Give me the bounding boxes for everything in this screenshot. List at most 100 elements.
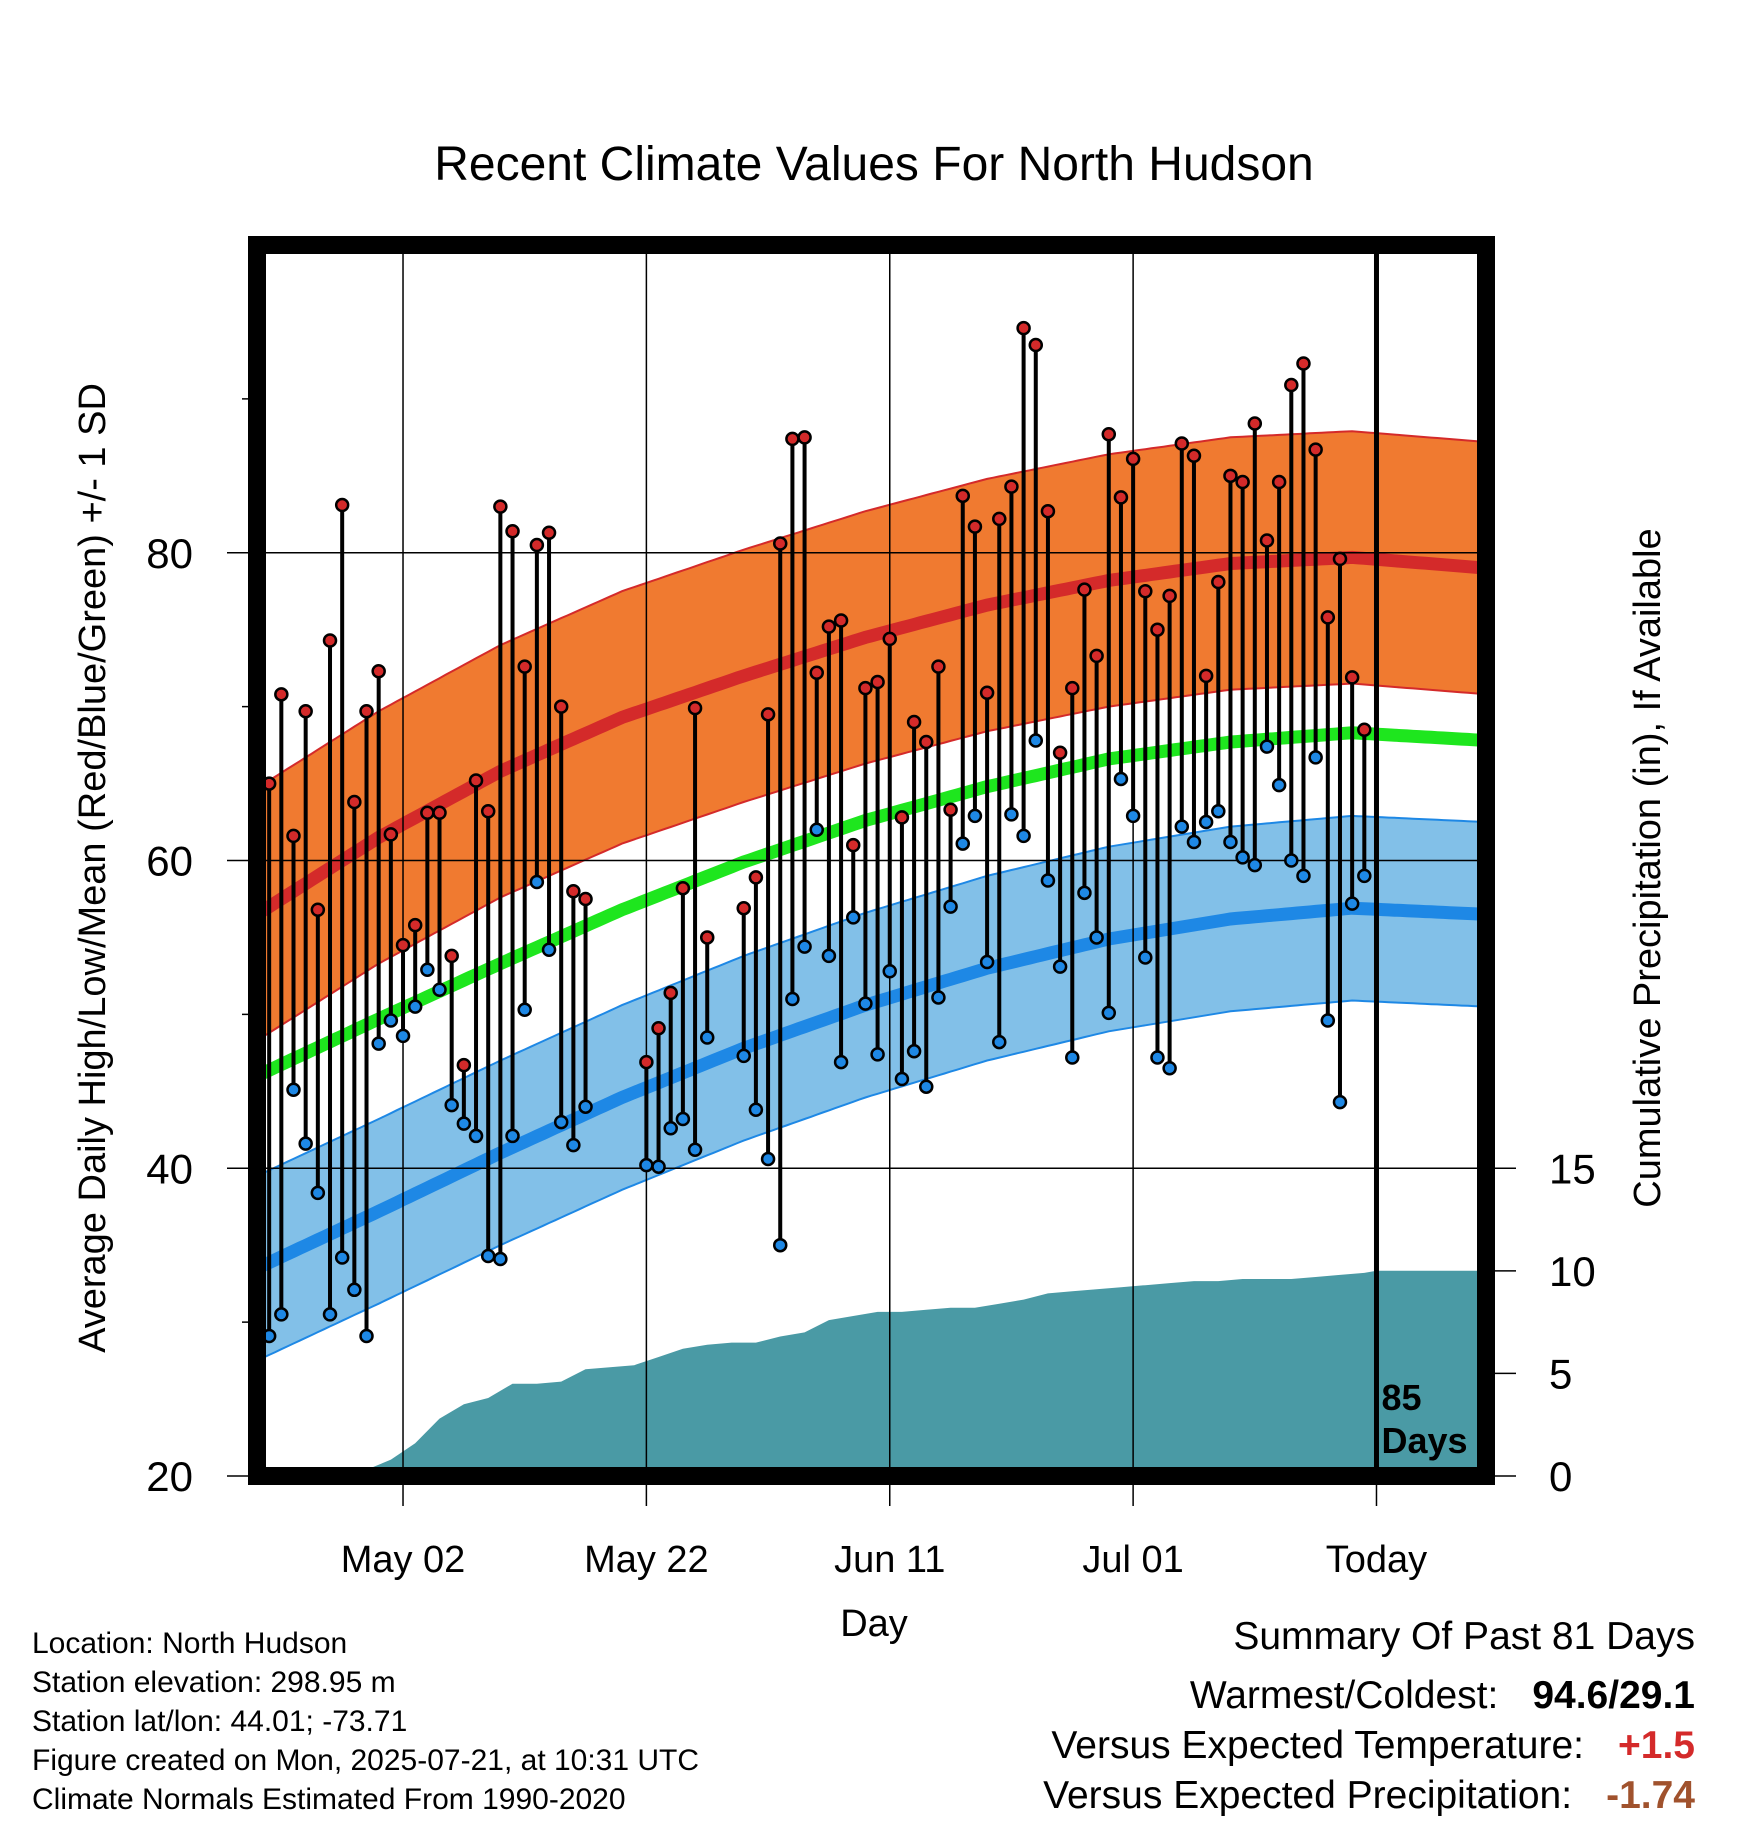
daily-high-point (517, 659, 532, 674)
daily-low-point (420, 962, 435, 978)
x-axis-label: Day (840, 1603, 908, 1645)
y-tick-label: 60 (146, 838, 193, 885)
daily-high-point (919, 734, 934, 750)
y-axis-label: Average Daily High/Low/Mean (Red/Blue/Gr… (72, 383, 114, 1353)
daily-low-point (274, 1307, 289, 1322)
daily-low-point (1113, 771, 1129, 787)
precip-value: -1.74 (1606, 1774, 1695, 1817)
daily-high-point (1089, 648, 1104, 664)
daily-low-point (1223, 834, 1238, 850)
daily-low-point (1077, 885, 1092, 901)
daily-high-point (833, 613, 849, 628)
daily-high-point (371, 663, 386, 679)
daily-high-point (432, 805, 447, 821)
latlon-text: Station lat/lon: 44.01; -73.71 (32, 1705, 408, 1738)
daily-low-point (371, 1036, 386, 1051)
daily-low-point (882, 964, 898, 979)
daily-high-point (772, 536, 788, 551)
daily-high-point (1186, 448, 1202, 464)
daily-high-point (1211, 574, 1226, 590)
daily-low-point (1089, 930, 1104, 945)
daily-low-point (1332, 1094, 1348, 1110)
daily-low-point (1186, 834, 1202, 850)
daily-low-point (833, 1054, 849, 1070)
daily-low-point (444, 1097, 459, 1113)
daily-high-point (407, 917, 423, 933)
daily-low-point (432, 982, 447, 998)
daily-high-point (456, 1057, 472, 1073)
daily-high-point (468, 773, 484, 788)
daily-low-point (1016, 828, 1031, 844)
x-tick-label: Today (1326, 1539, 1427, 1581)
created-text: Figure created on Mon, 2025-07-21, at 10… (32, 1744, 700, 1777)
daily-low-point (1138, 950, 1153, 965)
daily-low-point (517, 1002, 532, 1018)
daily-high-point (979, 685, 995, 701)
daily-high-point (347, 794, 362, 810)
daily-low-point (748, 1102, 764, 1118)
daily-low-point (687, 1142, 703, 1158)
daily-high-point (566, 884, 581, 899)
daily-high-point (1332, 551, 1348, 567)
daily-high-point (687, 700, 703, 716)
summary-precip-row: Versus Expected Precipitation: -1.74 (1043, 1774, 1695, 1818)
daily-low-point (967, 808, 983, 824)
daily-high-point (1150, 622, 1165, 637)
daily-low-point (931, 990, 946, 1005)
daily-low-point (1028, 733, 1044, 748)
y2-tick-label: 15 (1549, 1145, 1596, 1192)
daily-low-point (578, 1099, 593, 1114)
daily-high-point (845, 837, 861, 853)
daily-low-point (1284, 853, 1299, 868)
daily-high-point (1235, 474, 1250, 490)
daily-low-point (992, 1034, 1007, 1050)
daily-high-point (286, 828, 301, 844)
station-info: Location: North Hudson Station elevation… (32, 1624, 699, 1819)
daily-low-point (760, 1151, 776, 1167)
daily-high-point (444, 948, 459, 964)
days-word-label: Days (1381, 1420, 1467, 1461)
daily-high-point (931, 659, 946, 674)
daily-low-point (395, 1028, 411, 1044)
daily-low-point (1308, 750, 1323, 765)
daily-low-point (286, 1082, 301, 1098)
daily-low-point (493, 1251, 508, 1267)
normals-text: Climate Normals Estimated From 1990-2020 (32, 1783, 626, 1816)
warmest-label: Warmest/Coldest: (1189, 1674, 1499, 1717)
daily-low-point (797, 939, 812, 954)
daily-high-point (943, 802, 958, 817)
daily-high-point (760, 707, 776, 722)
daily-low-point (553, 1114, 569, 1130)
daily-low-point (736, 1048, 751, 1064)
daily-low-point (845, 910, 861, 925)
daily-high-point (1247, 416, 1263, 431)
daily-high-point (480, 804, 496, 819)
daily-high-point (894, 810, 910, 825)
daily-high-point (322, 633, 338, 648)
daily-low-point (821, 948, 837, 964)
daily-low-point (407, 999, 423, 1014)
daily-low-point (480, 1248, 496, 1264)
daily-low-point (1174, 819, 1190, 834)
daily-low-point (310, 1185, 326, 1201)
summary-warmest-row: Warmest/Coldest: 94.6/29.1 (1190, 1674, 1695, 1718)
daily-high-point (809, 665, 824, 681)
daily-high-point (1296, 356, 1311, 371)
daily-low-point (1052, 959, 1068, 974)
daily-low-point (906, 1044, 922, 1059)
y-tick-label: 80 (146, 530, 193, 577)
daily-low-point (1259, 739, 1275, 754)
daily-low-point (699, 1030, 715, 1045)
daily-high-point (493, 499, 508, 514)
daily-high-point (541, 525, 557, 540)
y-tick-label: 40 (146, 1145, 193, 1192)
temp-label: Versus Expected Temperature: (1051, 1724, 1584, 1767)
daily-low-point (298, 1136, 313, 1151)
daily-low-point (1101, 1005, 1117, 1021)
daily-low-point (772, 1237, 788, 1253)
daily-low-point (1235, 850, 1250, 865)
daily-high-point (1174, 436, 1190, 451)
daily-high-point (505, 523, 520, 539)
high-sd-band (257, 430, 1486, 1042)
daily-high-point (1004, 479, 1019, 494)
